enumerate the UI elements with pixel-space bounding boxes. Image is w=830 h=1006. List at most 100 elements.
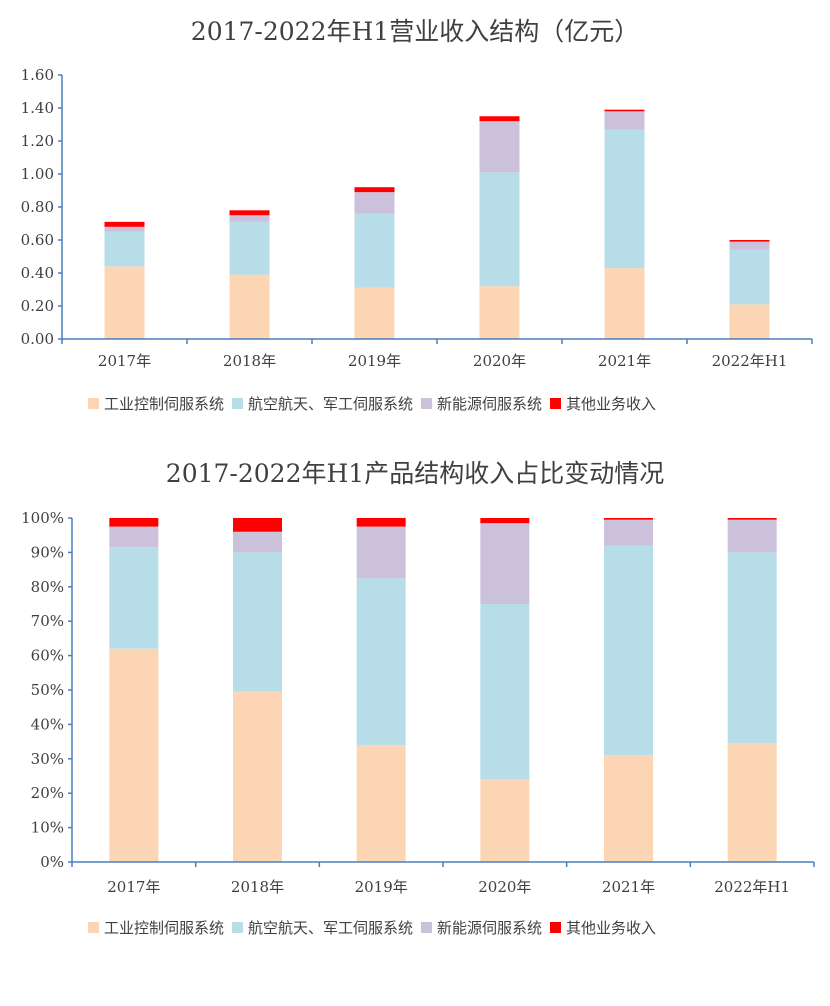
legend-swatch	[421, 922, 432, 933]
bar-segment	[727, 552, 777, 744]
bars	[104, 109, 770, 339]
y-tick-label: 0.60	[21, 231, 54, 249]
bar-segment	[356, 518, 406, 527]
bar-segment	[233, 552, 282, 692]
legend-label: 新能源伺服系统	[437, 919, 542, 937]
x-tick-label: 2018年	[231, 878, 284, 896]
bar-segment	[604, 545, 653, 756]
y-tick-label: 90%	[31, 543, 64, 561]
y-tick-label: 0.00	[21, 330, 54, 348]
legend-swatch	[232, 398, 243, 409]
revenue-structure-chart: 2017-2022年H1营业收入结构（亿元） 0.000.200.400.600…	[21, 17, 813, 413]
legend-swatch	[232, 922, 243, 933]
legend-label: 工业控制伺服系统	[104, 395, 224, 413]
bar-segment	[354, 192, 395, 214]
bar-segment	[604, 111, 645, 130]
legend-label: 航空航天、军工伺服系统	[248, 395, 413, 413]
bar-segment	[729, 240, 770, 242]
y-tick-label: 1.20	[21, 132, 54, 150]
y-tick-label: 50%	[31, 681, 64, 699]
x-tick-label: 2020年	[478, 878, 531, 896]
legend-label: 工业控制伺服系统	[104, 919, 224, 937]
bar-segment	[233, 518, 282, 532]
x-tick-label: 2017年	[107, 878, 160, 896]
legend-swatch	[88, 398, 99, 409]
bar-segment	[604, 268, 645, 339]
y-tick-label: 10%	[31, 819, 64, 837]
bar-segment	[356, 526, 406, 579]
x-tick-label: 2018年	[223, 352, 276, 370]
y-tick-label: 80%	[31, 578, 64, 596]
bar-segment	[109, 547, 159, 649]
y-tick-label: 70%	[31, 612, 64, 630]
x-tick-label: 2021年	[598, 352, 651, 370]
y-tick-label: 0.40	[21, 264, 54, 282]
bar-segment	[233, 531, 282, 553]
legend-swatch	[550, 922, 561, 933]
y-tick-label: 100%	[21, 509, 64, 527]
bar-segment	[729, 241, 770, 250]
bar-segment	[229, 221, 270, 275]
x-tick-label: 2021年	[602, 878, 655, 896]
bar-segment	[356, 578, 406, 746]
bar-segment	[109, 526, 159, 548]
bar-segment	[479, 116, 520, 122]
legend-swatch	[550, 398, 561, 409]
bar-segment	[604, 755, 653, 862]
bar-segment	[104, 226, 145, 232]
bar-segment	[479, 286, 520, 339]
bar-segment	[727, 519, 777, 553]
x-tick-label: 2020年	[473, 352, 526, 370]
y-tick-label: 1.40	[21, 99, 54, 117]
bar-segment	[480, 604, 530, 780]
bar-segment	[354, 287, 395, 339]
bar-segment	[354, 213, 395, 288]
bar-segment	[727, 518, 777, 520]
legend: 工业控制伺服系统 航空航天、军工伺服系统 新能源伺服系统 其他业务收入	[88, 395, 656, 413]
bar-segment	[604, 519, 653, 546]
y-tick-label: 60%	[31, 647, 64, 665]
bar-segment	[104, 266, 145, 339]
axes	[68, 517, 815, 867]
revenue-share-chart: 2017-2022年H1产品结构收入占比变动情况 0% 10% 20% 30% 40% 5…	[21, 459, 815, 937]
bar-segment	[479, 172, 520, 287]
x-tick-label: 2022年H1	[712, 352, 788, 370]
legend-label: 其他业务收入	[566, 919, 656, 937]
chart-title: 2017-2022年H1营业收入结构（亿元）	[191, 17, 639, 46]
legend: 工业控制伺服系统 航空航天、军工伺服系统 新能源伺服系统 其他业务收入	[88, 919, 656, 937]
bars	[109, 518, 777, 862]
legend-swatch	[88, 922, 99, 933]
bar-segment	[604, 129, 645, 269]
chart-title: 2017-2022年H1产品结构收入占比变动情况	[166, 459, 664, 488]
legend-label: 航空航天、军工伺服系统	[248, 919, 413, 937]
legend-label: 新能源伺服系统	[437, 395, 542, 413]
y-axis-ticks: 0% 10% 20% 30% 40% 50% 60% 70% 80% 90% 100%	[21, 509, 64, 871]
x-axis-ticks: 2017年 2018年 2019年 2020年 2021年 2022年H1	[107, 878, 790, 896]
y-tick-label: 0%	[40, 853, 64, 871]
x-tick-label: 2017年	[98, 352, 151, 370]
bar-segment	[480, 779, 530, 862]
bar-segment	[109, 518, 159, 527]
bar-segment	[604, 109, 645, 112]
bar-segment	[479, 121, 520, 173]
y-tick-label: 0.20	[21, 297, 54, 315]
bar-segment	[229, 274, 270, 339]
x-axis-ticks: 2017年 2018年 2019年 2020年 2021年 2022年H1	[98, 352, 788, 370]
y-tick-label: 40%	[31, 715, 64, 733]
bar-segment	[729, 304, 770, 339]
bar-segment	[604, 518, 653, 520]
bar-segment	[354, 187, 395, 193]
y-tick-label: 20%	[31, 784, 64, 802]
bar-segment	[233, 691, 282, 862]
legend-swatch	[421, 398, 432, 409]
bar-segment	[229, 210, 270, 216]
legend-label: 其他业务收入	[566, 395, 656, 413]
bar-segment	[104, 221, 145, 227]
bar-segment	[356, 745, 406, 862]
y-tick-label: 1.00	[21, 165, 54, 183]
axes	[58, 74, 813, 344]
bar-segment	[109, 648, 159, 862]
bar-segment	[727, 743, 777, 862]
bar-segment	[104, 231, 145, 267]
x-tick-label: 2022年H1	[714, 878, 790, 896]
